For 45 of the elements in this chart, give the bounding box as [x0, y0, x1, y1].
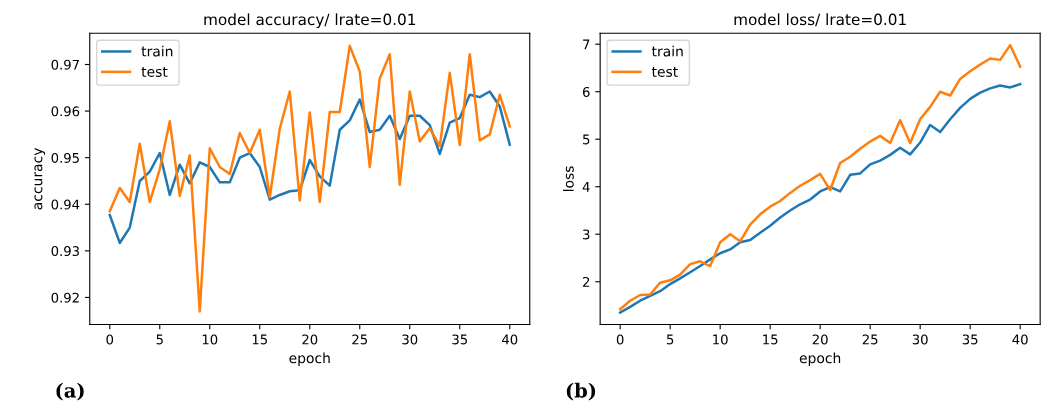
x-axis-title: epoch [289, 352, 330, 366]
legend-label: test [141, 66, 168, 77]
line-series [618, 82, 1022, 314]
line-series [108, 44, 512, 313]
y-tick-label: 0.95 [51, 152, 79, 163]
y-axis-title: loss [563, 166, 574, 191]
y-tick-label: 0.93 [51, 246, 79, 257]
x-tick-label: 10 [202, 334, 218, 345]
legend-label: train [651, 45, 683, 57]
x-tick-label: 30 [402, 334, 418, 345]
y-tick-label: 0.96 [51, 106, 80, 117]
y-tick-label: 0.94 [51, 199, 80, 210]
y-tick-label: 0.97 [51, 59, 79, 70]
x-tick-label: 20 [812, 334, 828, 345]
y-tick-label: 7 [583, 39, 590, 50]
y-tick-label: 6 [582, 86, 590, 97]
x-tick-label: 25 [862, 334, 878, 345]
legend-label: test [651, 66, 678, 77]
chart-title: model loss/ lrate=0.01 [734, 13, 906, 27]
y-tick-label: 2 [583, 276, 590, 287]
y-tick-label: 5 [583, 134, 590, 145]
legend-label: train [141, 45, 173, 57]
x-tick-label: 40 [1012, 334, 1028, 345]
x-tick-label: 40 [502, 334, 518, 345]
x-tick-label: 10 [713, 334, 728, 345]
x-tick-label: 0 [106, 334, 114, 345]
x-tick-label: 20 [302, 334, 318, 345]
y-tick-label: 3 [583, 229, 590, 240]
text: (b) [566, 382, 596, 401]
y-tick-label: 4 [582, 182, 590, 192]
y-tick-label: 0.92 [51, 292, 79, 303]
x-tick-label: 35 [452, 334, 467, 345]
x-tick-label: 0 [616, 334, 624, 345]
x-tick-label: 15 [252, 334, 267, 345]
x-tick-label: 35 [962, 334, 978, 345]
text: (a) [56, 382, 84, 401]
x-tick-label: 15 [763, 334, 778, 345]
x-tick-label: 30 [912, 334, 928, 345]
line-series [618, 43, 1022, 311]
x-tick-label: 25 [352, 334, 367, 345]
chart-title: model accuracy/ lrate=0.01 [204, 13, 416, 29]
y-axis-title: accuracy [34, 147, 46, 210]
x-tick-label: 5 [666, 334, 674, 345]
x-axis-title: epoch [799, 352, 841, 366]
x-tick-label: 5 [156, 334, 163, 345]
